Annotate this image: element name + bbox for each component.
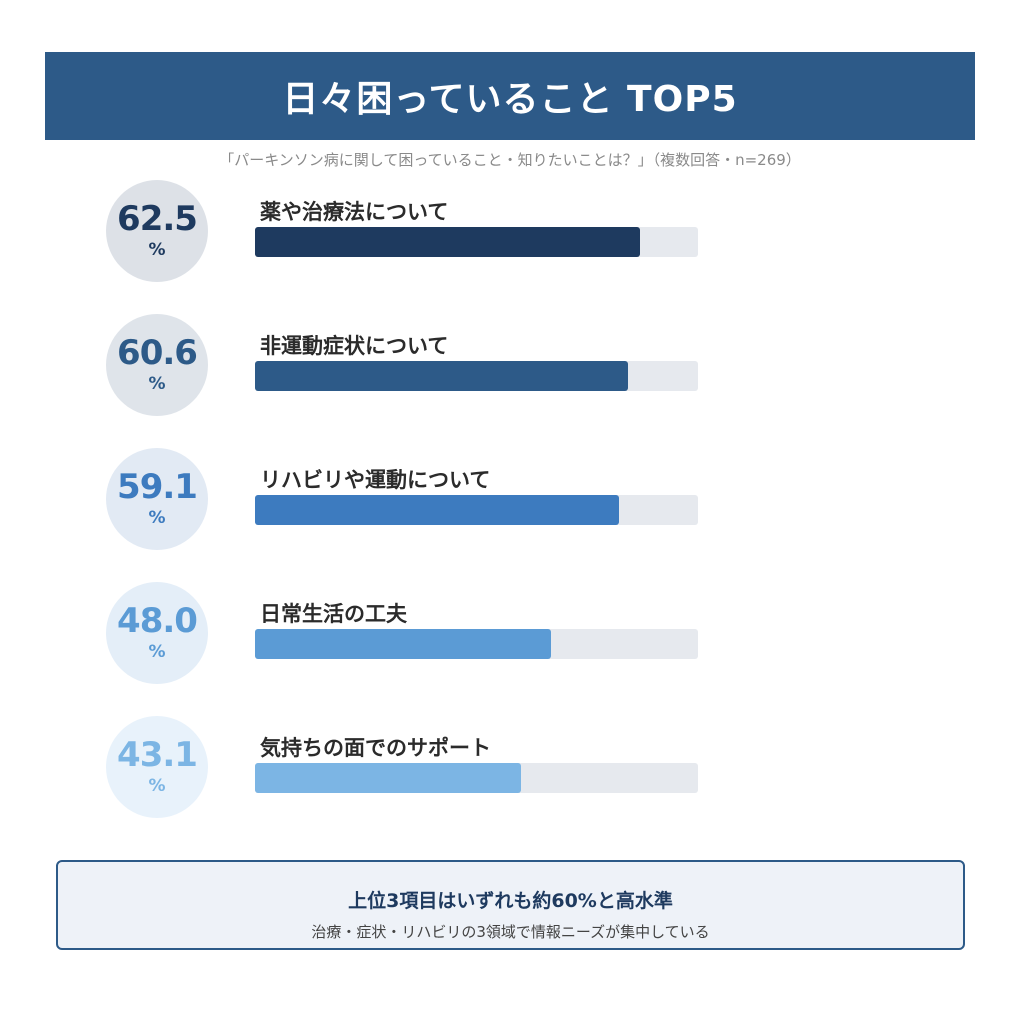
percentage-badge: 62.5%: [106, 180, 208, 282]
percentage-value: 43.1: [117, 735, 198, 775]
percent-sign: %: [148, 374, 166, 394]
percent-sign: %: [148, 776, 166, 796]
percentage-badge: 48.0%: [106, 582, 208, 684]
chart-title: 日々困っていること TOP5: [282, 79, 738, 120]
percent-sign: %: [148, 240, 166, 260]
item-label: 薬や治療法について: [260, 200, 449, 224]
bar-track: [255, 763, 698, 793]
item-label: 非運動症状について: [260, 334, 449, 358]
ranking-row: 43.1% 気持ちの面でのサポート: [0, 716, 1020, 826]
percentage-value: 60.6: [117, 333, 198, 373]
item-label: 気持ちの面でのサポート: [260, 736, 491, 760]
percentage-badge: 60.6%: [106, 314, 208, 416]
title-banner: 日々困っていること TOP5: [45, 52, 975, 140]
bar-track: [255, 227, 698, 257]
summary-title: 上位3項目はいずれも約60%と高水準: [348, 890, 673, 912]
bar-fill: [255, 361, 628, 391]
item-label: リハビリや運動について: [260, 468, 491, 492]
bar-fill: [255, 763, 521, 793]
percent-sign: %: [148, 508, 166, 528]
percentage-badge: 43.1%: [106, 716, 208, 818]
bar-fill: [255, 495, 619, 525]
bar-fill: [255, 227, 640, 257]
percentage-badge: 59.1%: [106, 448, 208, 550]
bar-fill: [255, 629, 551, 659]
bar-track: [255, 361, 698, 391]
percentage-value: 62.5: [117, 199, 198, 239]
ranking-row: 48.0% 日常生活の工夫: [0, 582, 1020, 692]
summary-text: 治療・症状・リハビリの3領域で情報ニーズが集中している: [311, 923, 710, 941]
bar-track: [255, 495, 698, 525]
percent-sign: %: [148, 642, 166, 662]
bar-track: [255, 629, 698, 659]
item-label: 日常生活の工夫: [260, 602, 407, 626]
percentage-value: 59.1: [117, 467, 198, 507]
ranking-row: 60.6% 非運動症状について: [0, 314, 1020, 424]
summary-box: 上位3項目はいずれも約60%と高水準 治療・症状・リハビリの3領域で情報ニーズが…: [56, 860, 965, 950]
chart-subtitle: 「パーキンソン病に関して困っていること・知りたいことは？」（複数回答・n=269…: [219, 151, 801, 169]
percentage-value: 48.0: [117, 601, 198, 641]
ranking-row: 59.1% リハビリや運動について: [0, 448, 1020, 558]
ranking-row: 62.5% 薬や治療法について: [0, 180, 1020, 290]
